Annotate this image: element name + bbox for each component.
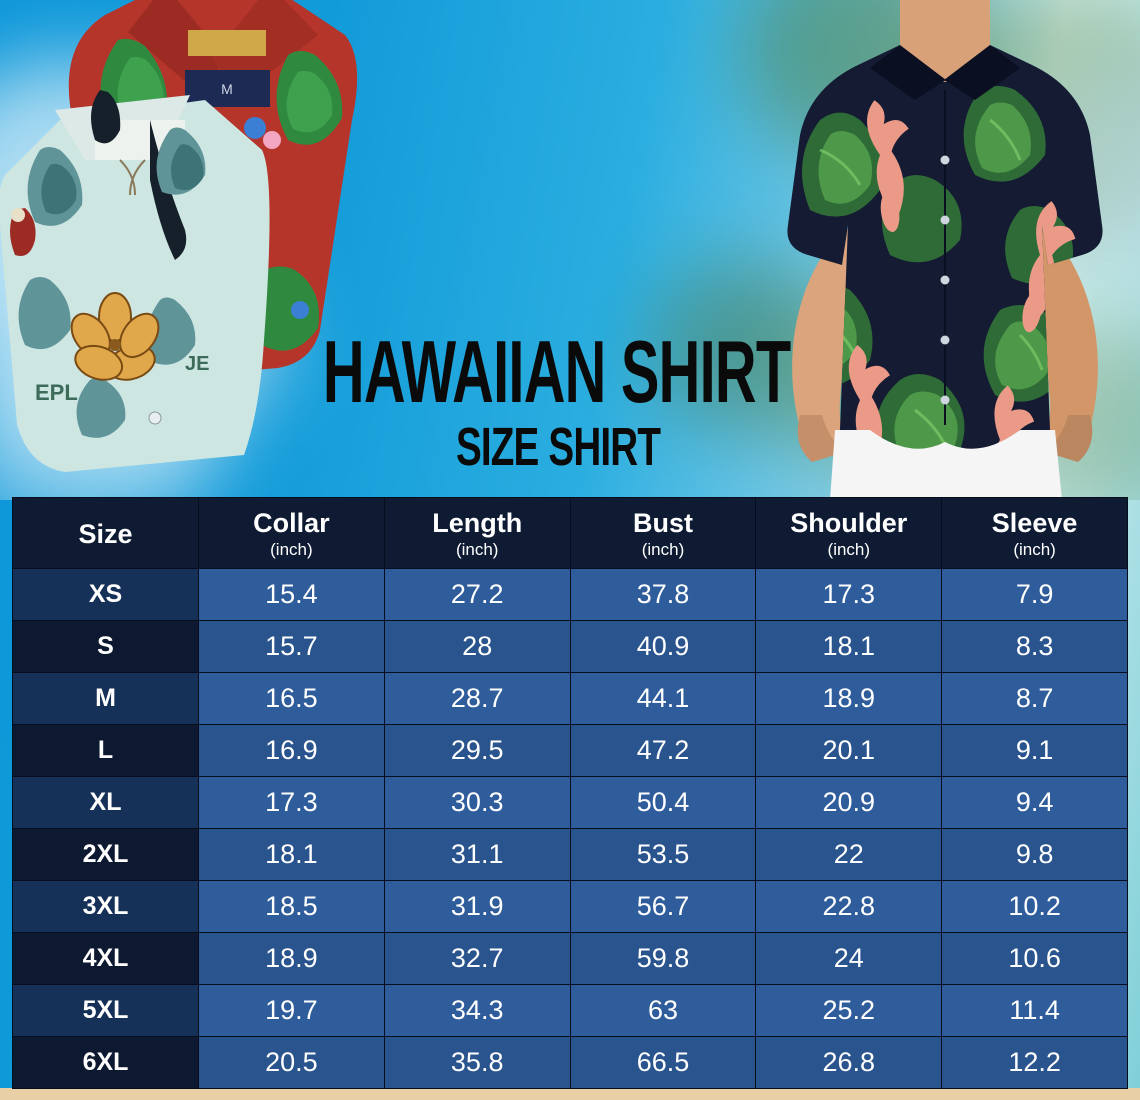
svg-text:M: M	[221, 81, 233, 97]
svg-text:JE: JE	[185, 353, 209, 375]
svg-text:EPL: EPL	[35, 380, 78, 405]
